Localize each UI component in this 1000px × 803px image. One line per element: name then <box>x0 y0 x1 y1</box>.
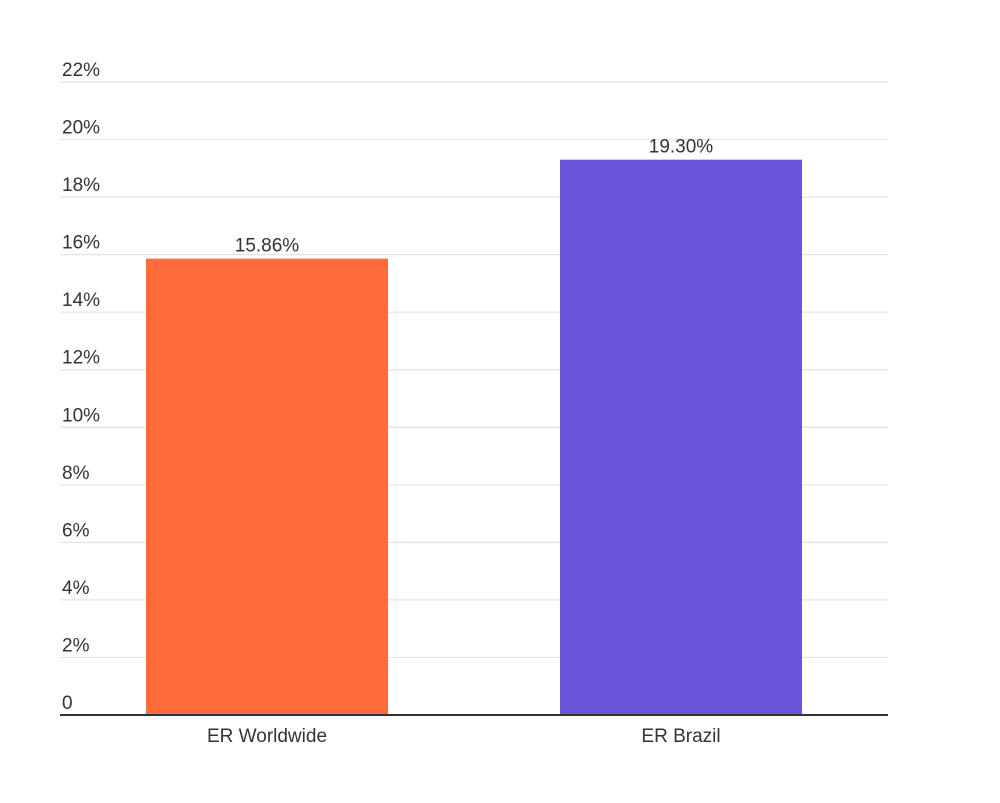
y-tick-label: 2% <box>62 635 90 656</box>
bars <box>146 159 802 715</box>
y-tick-label: 6% <box>62 520 90 541</box>
y-tick-label: 8% <box>62 463 90 484</box>
bar-value-label: 19.30% <box>649 137 714 158</box>
y-tick-label: 10% <box>62 405 100 426</box>
y-tick-label: 4% <box>62 578 90 599</box>
y-tick-label: 22% <box>62 60 100 81</box>
bar-value-label: 15.86% <box>235 236 300 257</box>
bar-er-worldwide <box>146 258 388 715</box>
x-axis-tick-labels: ER Worldwide ER Brazil <box>207 726 721 747</box>
y-tick-label: 12% <box>62 348 100 369</box>
data-labels: 15.86% 19.30% <box>235 137 714 257</box>
bar-er-brazil <box>560 159 802 715</box>
y-tick-label: 20% <box>62 118 100 139</box>
y-tick-label: 14% <box>62 290 100 311</box>
y-tick-label: 16% <box>62 233 100 254</box>
y-tick-label: 0 <box>62 693 73 714</box>
y-tick-label: 18% <box>62 175 100 196</box>
y-axis-tick-labels: 0 2% 4% 6% 8% 10% 12% 14% 16% 18% 20% 22% <box>62 60 100 714</box>
x-tick-label: ER Worldwide <box>207 726 327 747</box>
x-tick-label: ER Brazil <box>641 726 720 747</box>
